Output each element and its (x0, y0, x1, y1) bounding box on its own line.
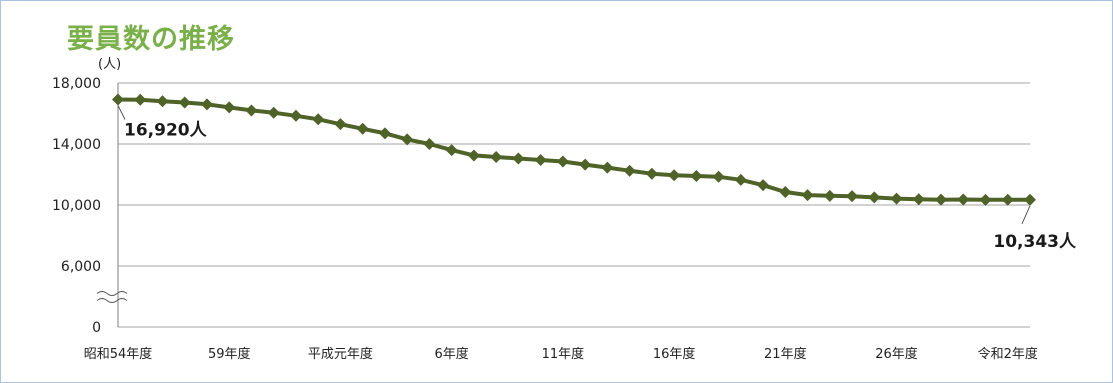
data-point-marker (846, 190, 859, 203)
data-point-marker (779, 186, 792, 199)
x-tick-label: 平成元年度 (308, 346, 373, 362)
data-point-marker (890, 192, 903, 205)
annotation-label: 16,920人 (124, 120, 208, 140)
annotation-leader (117, 105, 126, 120)
data-point-marker (156, 95, 169, 108)
data-point-marker (445, 144, 458, 157)
y-tick-label: 10,000 (52, 198, 101, 214)
data-point-marker (178, 96, 191, 109)
x-tick-label: 昭和54年度 (84, 346, 153, 362)
data-point-marker (801, 189, 814, 202)
data-point-marker (823, 189, 836, 202)
data-point-marker (935, 193, 948, 206)
x-tick-label: 6年度 (435, 346, 469, 362)
data-point-marker (556, 155, 569, 168)
axis-break-mark (96, 291, 128, 296)
data-point-marker (467, 149, 480, 162)
data-point-marker (534, 154, 547, 167)
data-point-marker (757, 179, 770, 192)
axis-break-mark (96, 298, 128, 303)
data-point-marker (401, 133, 414, 146)
data-point-marker (979, 193, 992, 206)
data-point-marker (512, 152, 525, 165)
data-point-marker (490, 150, 503, 163)
x-tick-label: 59年度 (208, 346, 251, 362)
data-point-marker (334, 118, 347, 131)
data-point-marker (668, 169, 681, 182)
data-point-marker (223, 101, 236, 114)
x-tick-label: 16年度 (653, 346, 696, 362)
data-point-marker (734, 173, 747, 186)
data-point-marker (378, 127, 391, 140)
data-point-marker (1024, 193, 1036, 206)
data-point-marker (200, 98, 213, 111)
data-point-marker (356, 122, 369, 135)
series-line (117, 97, 1031, 202)
data-point-marker (690, 170, 703, 183)
data-point-marker (289, 109, 302, 122)
data-point-marker (712, 170, 725, 183)
data-point-marker (245, 104, 258, 117)
x-tick-label: 令和2年度 (978, 346, 1038, 362)
data-point-marker (868, 191, 881, 204)
annotation-label: 10,343人 (993, 232, 1077, 252)
y-unit-label: (人) (98, 57, 121, 72)
data-point-marker (601, 161, 614, 174)
data-point-marker (267, 106, 280, 119)
data-point-marker (112, 93, 124, 106)
data-point-marker (957, 193, 970, 206)
data-point-marker (579, 158, 592, 171)
data-point-marker (912, 193, 925, 206)
x-tick-label: 11年度 (542, 346, 585, 362)
y-tick-label: 6,000 (61, 259, 101, 275)
data-point-marker (623, 164, 636, 177)
data-point-marker (312, 113, 325, 126)
data-point-marker (423, 138, 436, 150)
y-tick-label: 0 (92, 320, 101, 336)
data-point-marker (645, 167, 658, 180)
data-point-marker (1001, 193, 1014, 206)
data-point-marker (134, 93, 147, 106)
x-tick-label: 26年度 (875, 346, 918, 362)
chart-title: 要員数の推移 (67, 24, 235, 55)
y-tick-label: 14,000 (52, 137, 101, 153)
x-tick-label: 21年度 (764, 346, 807, 362)
y-tick-label: 18,000 (52, 76, 101, 92)
annotation-leader (1021, 205, 1031, 224)
